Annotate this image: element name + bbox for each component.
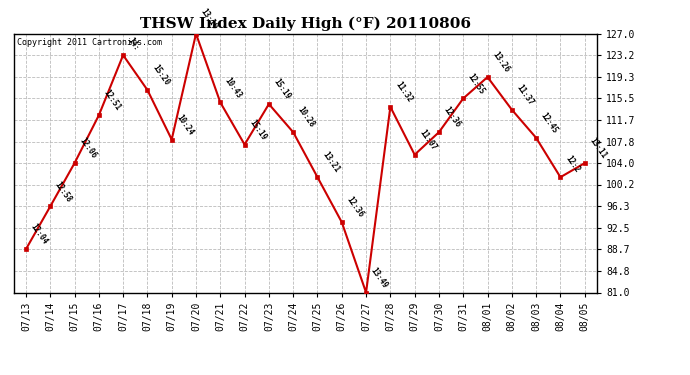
Text: 12:04: 12:04 (29, 222, 50, 246)
Title: THSW Index Daily High (°F) 20110806: THSW Index Daily High (°F) 20110806 (140, 17, 471, 31)
Text: 12:55: 12:55 (466, 72, 486, 96)
Text: Copyright 2011 Cartronics.com: Copyright 2011 Cartronics.com (17, 38, 161, 46)
Text: 15:20: 15:20 (150, 63, 171, 87)
Text: 14:: 14: (126, 36, 141, 52)
Text: 15:19: 15:19 (248, 118, 268, 142)
Text: 12:45: 12:45 (539, 111, 560, 135)
Text: 12:58: 12:58 (53, 180, 74, 204)
Text: 15:19: 15:19 (272, 77, 293, 101)
Text: 12:36: 12:36 (442, 105, 462, 129)
Text: 11:32: 11:32 (393, 80, 414, 104)
Text: 10:24: 10:24 (175, 112, 195, 137)
Text: 13:21: 13:21 (320, 150, 341, 174)
Text: 12:36: 12:36 (344, 195, 365, 219)
Text: 11:07: 11:07 (417, 128, 438, 152)
Text: 10:28: 10:28 (296, 105, 317, 129)
Text: 12:2: 12:2 (563, 154, 581, 174)
Text: 12:51: 12:51 (101, 88, 122, 112)
Text: 10:43: 10:43 (223, 75, 244, 100)
Text: 13:49: 13:49 (369, 266, 389, 290)
Text: 13:10: 13:10 (199, 7, 219, 31)
Text: 11:37: 11:37 (515, 83, 535, 107)
Text: 12:06: 12:06 (77, 136, 98, 160)
Text: 13:11: 13:11 (587, 136, 608, 160)
Text: 13:26: 13:26 (491, 50, 511, 74)
